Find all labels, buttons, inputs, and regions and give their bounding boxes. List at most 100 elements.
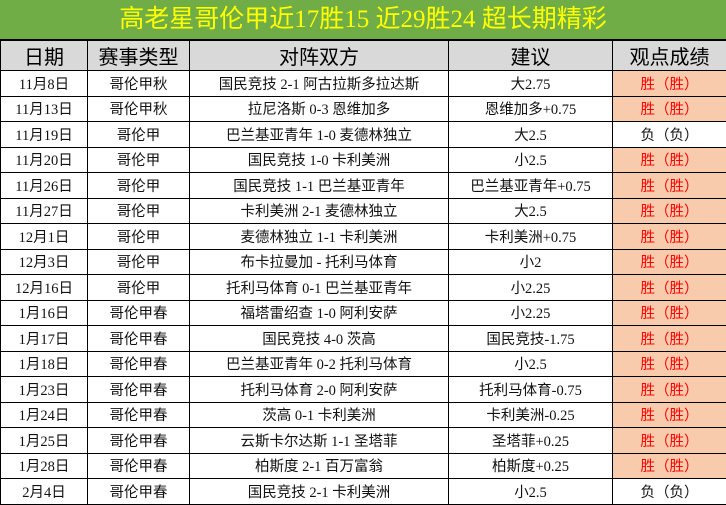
header-tip[interactable]: 建议 [449, 41, 613, 71]
header-row: 日期 赛事类型 对阵双方 建议 观点成绩 [1, 41, 726, 71]
result-cell[interactable]: 胜（胜） [613, 377, 726, 403]
league-cell[interactable]: 哥伦甲 [88, 122, 190, 148]
date-cell[interactable]: 1月28日 [1, 453, 88, 479]
date-cell[interactable]: 12月16日 [1, 275, 88, 301]
result-cell[interactable]: 胜（胜） [613, 198, 726, 224]
header-result[interactable]: 观点成绩 [613, 41, 726, 71]
date-cell[interactable]: 2月4日 [1, 479, 88, 505]
tip-cell[interactable]: 小2.5 [449, 479, 613, 505]
header-match[interactable]: 对阵双方 [190, 41, 449, 71]
league-cell[interactable]: 哥伦甲春 [88, 351, 190, 377]
header-date[interactable]: 日期 [1, 41, 88, 71]
tip-cell[interactable]: 大2.5 [449, 198, 613, 224]
date-cell[interactable]: 11月27日 [1, 198, 88, 224]
date-cell[interactable]: 1月24日 [1, 402, 88, 428]
date-cell[interactable]: 11月20日 [1, 147, 88, 173]
result-cell[interactable]: 胜（胜） [613, 224, 726, 250]
result-cell[interactable]: 胜（胜） [613, 351, 726, 377]
match-cell[interactable]: 云斯卡尔达斯 1-1 圣塔菲 [190, 428, 449, 454]
date-cell[interactable]: 11月13日 [1, 96, 88, 122]
result-cell[interactable]: 胜（胜） [613, 326, 726, 352]
league-cell[interactable]: 哥伦甲春 [88, 453, 190, 479]
date-cell[interactable]: 11月26日 [1, 173, 88, 199]
tip-cell[interactable]: 恩维加多+0.75 [449, 96, 613, 122]
league-cell[interactable]: 哥伦甲 [88, 224, 190, 250]
league-cell[interactable]: 哥伦甲秋 [88, 71, 190, 97]
league-cell[interactable]: 哥伦甲 [88, 173, 190, 199]
match-cell[interactable]: 国民竞技 2-1 阿古拉斯多拉达斯 [190, 71, 449, 97]
date-cell[interactable]: 1月17日 [1, 326, 88, 352]
match-cell[interactable]: 托利马体育 0-1 巴兰基亚青年 [190, 275, 449, 301]
result-cell[interactable]: 负（负） [613, 479, 726, 505]
tip-cell[interactable]: 托利马体育-0.75 [449, 377, 613, 403]
tip-cell[interactable]: 小2.25 [449, 300, 613, 326]
date-cell[interactable]: 11月8日 [1, 71, 88, 97]
date-cell[interactable]: 12月1日 [1, 224, 88, 250]
result-cell[interactable]: 胜（胜） [613, 275, 726, 301]
date-cell[interactable]: 1月18日 [1, 351, 88, 377]
match-cell[interactable]: 巴兰基亚青年 0-2 托利马体育 [190, 351, 449, 377]
match-cell[interactable]: 福塔雷绍查 1-0 阿利安萨 [190, 300, 449, 326]
league-cell[interactable]: 哥伦甲 [88, 249, 190, 275]
league-cell[interactable]: 哥伦甲春 [88, 479, 190, 505]
tip-cell[interactable]: 小2.5 [449, 147, 613, 173]
date-cell[interactable]: 1月16日 [1, 300, 88, 326]
league-cell[interactable]: 哥伦甲春 [88, 300, 190, 326]
tip-cell[interactable]: 小2.25 [449, 275, 613, 301]
tip-cell[interactable]: 柏斯度+0.25 [449, 453, 613, 479]
match-cell[interactable]: 茨高 0-1 卡利美洲 [190, 402, 449, 428]
results-table: 日期 赛事类型 对阵双方 建议 观点成绩 11月8日哥伦甲秋国民竞技 2-1 阿… [0, 40, 726, 505]
match-cell[interactable]: 卡利美洲 2-1 麦德林独立 [190, 198, 449, 224]
result-cell[interactable]: 胜（胜） [613, 249, 726, 275]
tip-cell[interactable]: 大2.5 [449, 122, 613, 148]
match-cell[interactable]: 国民竞技 1-0 卡利美洲 [190, 147, 449, 173]
match-cell[interactable]: 巴兰基亚青年 1-0 麦德林独立 [190, 122, 449, 148]
tip-cell[interactable]: 国民竞技-1.75 [449, 326, 613, 352]
result-cell[interactable]: 胜（胜） [613, 147, 726, 173]
match-cell[interactable]: 国民竞技 4-0 茨高 [190, 326, 449, 352]
match-cell[interactable]: 布卡拉曼加 - 托利马体育 [190, 249, 449, 275]
match-cell[interactable]: 柏斯度 2-1 百万富翁 [190, 453, 449, 479]
match-cell[interactable]: 国民竞技 1-1 巴兰基亚青年 [190, 173, 449, 199]
result-cell[interactable]: 胜（胜） [613, 402, 726, 428]
header-league[interactable]: 赛事类型 [88, 41, 190, 71]
league-cell[interactable]: 哥伦甲 [88, 198, 190, 224]
result-cell[interactable]: 胜（胜） [613, 96, 726, 122]
league-cell[interactable]: 哥伦甲 [88, 147, 190, 173]
date-cell[interactable]: 1月25日 [1, 428, 88, 454]
match-cell[interactable]: 国民竞技 2-1 卡利美洲 [190, 479, 449, 505]
league-cell[interactable]: 哥伦甲 [88, 275, 190, 301]
tip-cell[interactable]: 圣塔菲+0.25 [449, 428, 613, 454]
tip-cell[interactable]: 小2 [449, 249, 613, 275]
tip-cell[interactable]: 大2.75 [449, 71, 613, 97]
league-cell[interactable]: 哥伦甲春 [88, 428, 190, 454]
league-cell[interactable]: 哥伦甲春 [88, 326, 190, 352]
result-cell[interactable]: 胜（胜） [613, 71, 726, 97]
tip-cell[interactable]: 小2.5 [449, 351, 613, 377]
result-cell[interactable]: 胜（胜） [613, 453, 726, 479]
tip-cell[interactable]: 卡利美洲+0.75 [449, 224, 613, 250]
date-cell[interactable]: 12月3日 [1, 249, 88, 275]
result-cell[interactable]: 负（负） [613, 122, 726, 148]
match-cell[interactable]: 托利马体育 2-0 阿利安萨 [190, 377, 449, 403]
result-cell[interactable]: 胜（胜） [613, 428, 726, 454]
tip-cell[interactable]: 卡利美洲-0.25 [449, 402, 613, 428]
tip-cell[interactable]: 巴兰基亚青年+0.75 [449, 173, 613, 199]
date-cell[interactable]: 1月23日 [1, 377, 88, 403]
league-cell[interactable]: 哥伦甲春 [88, 377, 190, 403]
result-cell[interactable]: 胜（胜） [613, 300, 726, 326]
league-cell[interactable]: 哥伦甲秋 [88, 96, 190, 122]
league-cell[interactable]: 哥伦甲春 [88, 402, 190, 428]
date-cell[interactable]: 11月19日 [1, 122, 88, 148]
result-cell[interactable]: 胜（胜） [613, 173, 726, 199]
match-cell[interactable]: 拉尼洛斯 0-3 恩维加多 [190, 96, 449, 122]
match-cell[interactable]: 麦德林独立 1-1 卡利美洲 [190, 224, 449, 250]
